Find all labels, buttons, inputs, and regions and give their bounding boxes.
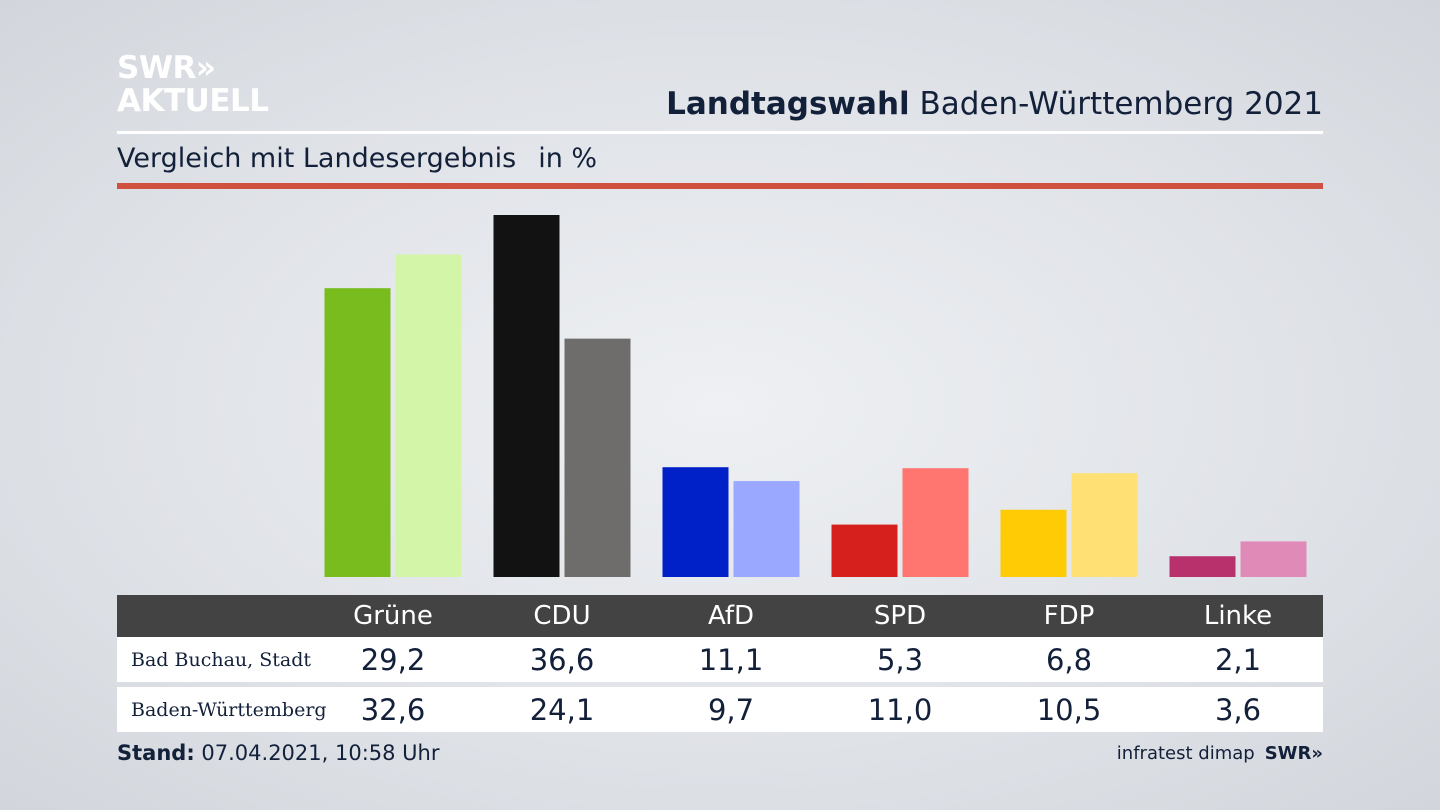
bar-linke-state [1240, 541, 1307, 577]
bar-spd-local [831, 524, 898, 577]
table-cell: 6,8 [1045, 642, 1093, 677]
column-header: CDU [533, 601, 591, 631]
logo-line-1: SWR» [117, 50, 216, 86]
bar-spd-state [902, 468, 969, 577]
logo-line-2: AKTUELL [117, 83, 269, 119]
swr-aktuell-logo: SWR» AKTUELL [117, 52, 269, 118]
swr-logo-small: SWR» [1264, 743, 1323, 764]
table-header-row: Grüne CDU AfD SPD FDP Linke [117, 595, 1323, 637]
row-label: Bad Buchau, Stadt [131, 648, 311, 671]
column-header: Linke [1203, 601, 1273, 631]
table-row: Baden-Württemberg 32,6 24,1 9,7 11,0 10,5 3,6 [117, 687, 1323, 732]
table-cell: 29,2 [360, 642, 426, 677]
table-cell: 5,3 [876, 642, 924, 677]
source-text: infratest dimap [1116, 743, 1255, 764]
title-bold: Landtagswahl [666, 86, 910, 122]
subtitle-divider [117, 183, 1323, 189]
column-header: Grüne [353, 601, 433, 631]
column-header: SPD [873, 601, 927, 631]
bar-cdu-state [564, 338, 631, 577]
table-cell: 36,6 [529, 642, 595, 677]
bar-cdu-local [493, 215, 560, 577]
table-cell: 2,1 [1214, 642, 1262, 677]
subtitle-unit: in % [538, 143, 598, 174]
table-row: Bad Buchau, Stadt 29,2 36,6 11,1 5,3 6,8 2,1 [117, 637, 1323, 682]
page-title: Landtagswahl Baden-Württemberg 2021 [666, 86, 1323, 122]
table-cell: 32,6 [360, 692, 426, 727]
bar-afd-local [662, 467, 729, 577]
bar-fdp-state [1071, 473, 1138, 577]
table-cell: 24,1 [529, 692, 595, 727]
table-cell: 11,0 [867, 692, 933, 727]
bar-afd-state [733, 481, 800, 577]
table-cell: 10,5 [1036, 692, 1102, 727]
source-credit: infratest dimap SWR» [1117, 743, 1323, 764]
bar-grüne-local [324, 288, 391, 577]
title-divider [117, 131, 1323, 134]
bar-fdp-local [1000, 509, 1067, 577]
column-header: AfD [707, 601, 755, 631]
timestamp: Stand: 07.04.2021, 10:58 Uhr [117, 741, 440, 765]
bar-linke-local [1169, 556, 1236, 577]
table-cell: 9,7 [707, 692, 755, 727]
row-label: Baden-Württemberg [131, 698, 327, 721]
results-table: Grüne CDU AfD SPD FDP Linke Bad Buchau, Stadt… [117, 595, 1323, 732]
table-cell: 11,1 [698, 642, 764, 677]
title-rest: Baden-Württemberg 2021 [909, 86, 1324, 122]
column-header: FDP [1043, 601, 1095, 631]
bar-chart [324, 215, 1307, 577]
chart-subtitle: Vergleich mit Landesergebnis in % [117, 143, 597, 174]
subtitle-text: Vergleich mit Landesergebnis [117, 143, 517, 174]
table-cell: 3,6 [1214, 692, 1262, 727]
bar-grüne-state [395, 254, 462, 577]
stand-label: Stand: [117, 741, 195, 765]
stand-value: 07.04.2021, 10:58 Uhr [194, 741, 440, 765]
